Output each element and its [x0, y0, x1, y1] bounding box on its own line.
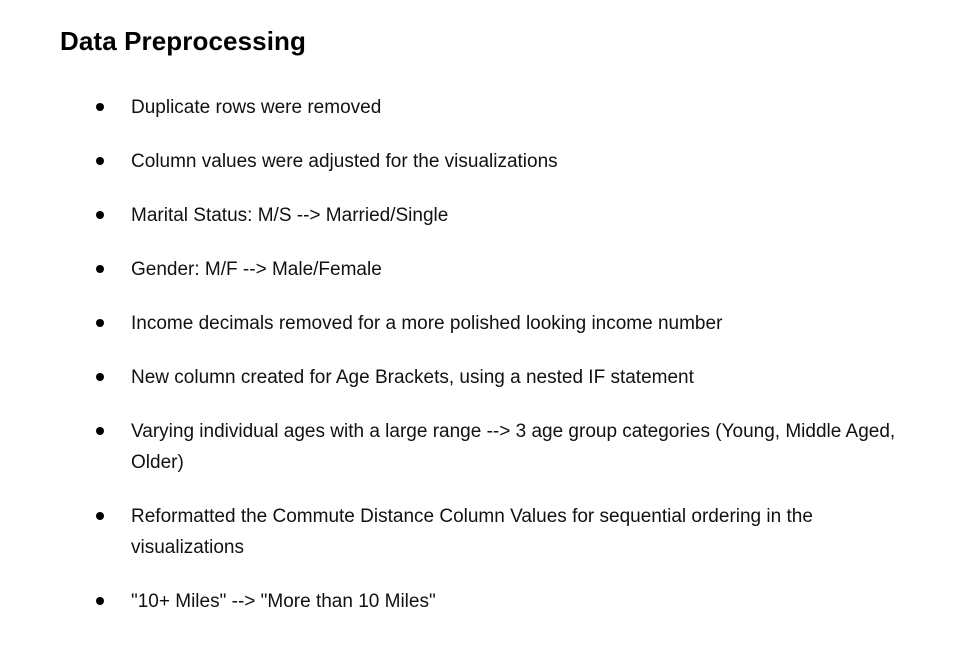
- bullet-point-icon: [96, 211, 104, 219]
- bullet-item: Column values were adjusted for the visu…: [0, 146, 976, 177]
- bullet-text: Varying individual ages with a large ran…: [131, 421, 896, 473]
- bullet-text: "10+ Miles" --> "More than 10 Miles": [131, 591, 436, 612]
- bullet-point-icon: [96, 157, 104, 165]
- bullet-point-icon: [96, 427, 104, 435]
- bullet-text: Duplicate rows were removed: [131, 97, 382, 118]
- bullet-item: Marital Status: M/S --> Married/Single: [0, 200, 976, 231]
- bullet-point-icon: [96, 103, 104, 111]
- bullet-text: Reformatted the Commute Distance Column …: [131, 506, 813, 558]
- bullet-point-icon: [96, 512, 104, 520]
- bullet-point-icon: [96, 265, 104, 273]
- bullet-point-icon: [96, 373, 104, 381]
- bullet-item: Gender: M/F --> Male/Female: [0, 254, 976, 285]
- bullet-text: Gender: M/F --> Male/Female: [131, 259, 382, 280]
- bullet-point-icon: [96, 597, 104, 605]
- bullet-item: Varying individual ages with a large ran…: [0, 416, 976, 478]
- bullet-text: Column values were adjusted for the visu…: [131, 151, 558, 172]
- bullet-item: New column created for Age Brackets, usi…: [0, 362, 976, 393]
- bullet-item: "10+ Miles" --> "More than 10 Miles": [0, 586, 976, 617]
- page-title: Data Preprocessing: [60, 26, 307, 56]
- bullet-item: Reformatted the Commute Distance Column …: [0, 501, 976, 563]
- bullet-text: Income decimals removed for a more polis…: [131, 313, 723, 334]
- bullet-text: New column created for Age Brackets, usi…: [131, 367, 694, 388]
- bullet-item: Duplicate rows were removed: [0, 92, 976, 123]
- bullet-text: Marital Status: M/S --> Married/Single: [131, 205, 449, 226]
- bullet-list: Duplicate rows were removed Column value…: [0, 92, 976, 640]
- bullet-item: Income decimals removed for a more polis…: [0, 308, 976, 339]
- bullet-point-icon: [96, 319, 104, 327]
